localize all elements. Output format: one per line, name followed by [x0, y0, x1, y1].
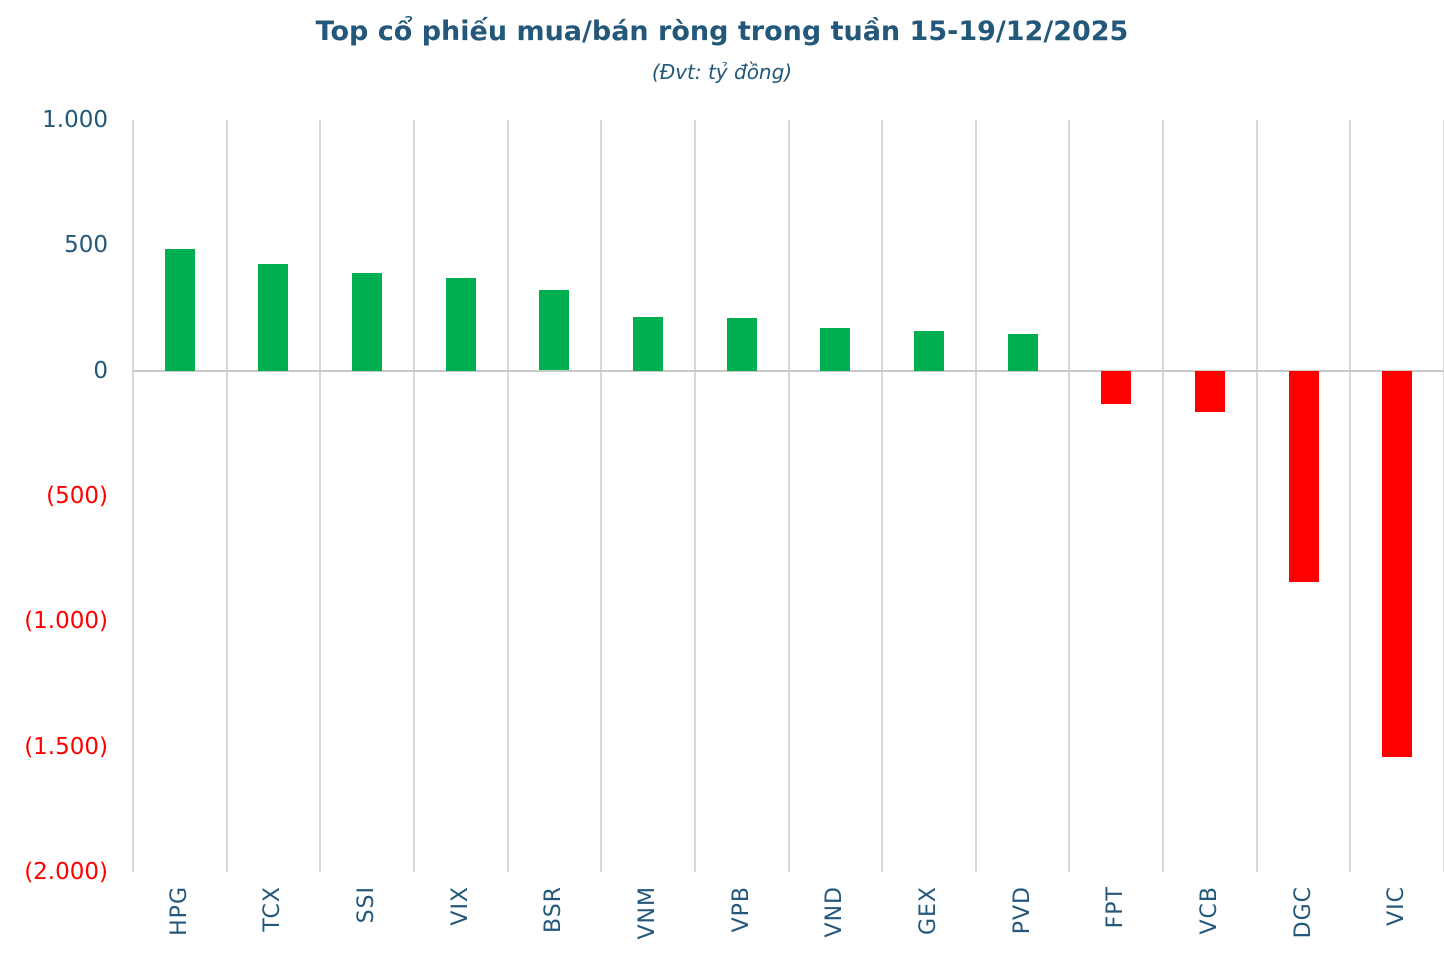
x-label-bsr: BSR: [541, 886, 566, 933]
zero-axis-line: [133, 370, 1444, 372]
gridline: [132, 120, 134, 872]
x-label-ssi: SSI: [354, 886, 379, 924]
y-tick-label: 0: [93, 358, 108, 384]
y-tick-label: 1.000: [42, 107, 108, 133]
gridline: [507, 120, 509, 872]
gridline: [600, 120, 602, 872]
x-label-tcx: TCX: [260, 886, 285, 932]
bar-gex: [914, 331, 944, 371]
x-label-pvd: PVD: [1010, 886, 1035, 935]
gridline: [226, 120, 228, 872]
bar-tcx: [258, 264, 288, 371]
gridline: [1068, 120, 1070, 872]
bar-bsr: [539, 290, 569, 370]
gridline: [319, 120, 321, 872]
gridline: [1256, 120, 1258, 872]
x-label-vnd: VND: [822, 886, 847, 938]
bar-fpt: [1101, 371, 1131, 404]
bar-hpg: [165, 249, 195, 371]
gridline: [413, 120, 415, 872]
y-tick-label: (1.500): [24, 734, 108, 760]
chart-subtitle: (Đvt: tỷ đồng): [651, 60, 793, 84]
bar-vic: [1382, 371, 1412, 757]
bar-pvd: [1008, 334, 1038, 371]
gridline: [975, 120, 977, 872]
x-label-vcb: VCB: [1197, 886, 1222, 935]
gridline: [1349, 120, 1351, 872]
y-tick-label: (2.000): [24, 859, 108, 885]
y-tick-label: 500: [64, 232, 108, 258]
x-label-vic: VIC: [1384, 886, 1409, 926]
bar-vnm: [633, 317, 663, 371]
bar-vcb: [1195, 371, 1225, 412]
gridline: [788, 120, 790, 872]
x-label-vnm: VNM: [635, 886, 660, 940]
chart-title: Top cổ phiếu mua/bán ròng trong tuần 15-…: [315, 16, 1129, 47]
x-label-fpt: FPT: [1103, 886, 1128, 929]
gridline: [1162, 120, 1164, 872]
x-label-vpb: VPB: [729, 886, 754, 933]
x-label-gex: GEX: [916, 886, 941, 936]
bar-ssi: [352, 273, 382, 371]
bar-vpb: [727, 318, 757, 371]
bar-dgc: [1289, 371, 1319, 582]
y-tick-label: (1.000): [24, 608, 108, 634]
bar-vnd: [820, 328, 850, 371]
bar-vix: [446, 278, 476, 371]
x-label-dgc: DGC: [1291, 886, 1316, 939]
y-tick-label: (500): [46, 483, 108, 509]
x-label-vix: VIX: [448, 886, 473, 926]
gridline: [881, 120, 883, 872]
gridline: [694, 120, 696, 872]
x-label-hpg: HPG: [167, 886, 192, 936]
